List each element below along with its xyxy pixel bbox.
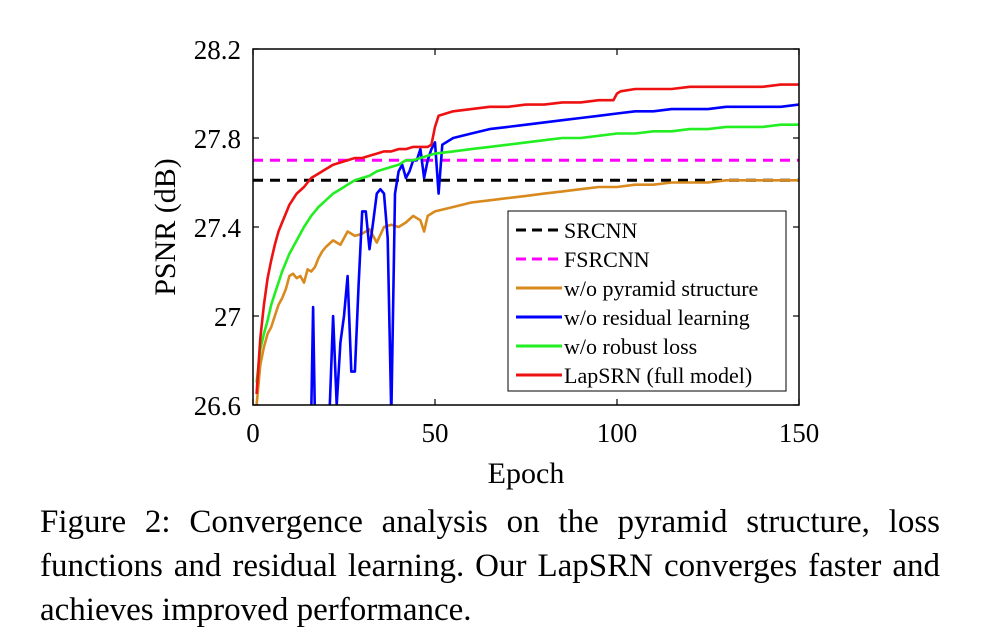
- legend: SRCNN FSRCNN w/o pyramid structure w/o resi…: [507, 210, 787, 392]
- y-tick-label: 27: [214, 302, 241, 332]
- legend-label: LapSRN (full model): [564, 363, 752, 388]
- y-tick-label: 27.8: [194, 124, 241, 154]
- axes-layer: 0 50 100 150 26.6 27 27.4 27.8 28.2: [194, 35, 820, 448]
- y-tick-label: 26.6: [194, 391, 241, 421]
- x-tick-label: 50: [422, 418, 449, 448]
- y-tick-label: 27.4: [194, 213, 242, 243]
- y-axis-label: PSNR (dB): [149, 158, 182, 296]
- series-line-lapsrn-full-model: [255, 83, 799, 394]
- legend-label: w/o robust loss: [564, 334, 697, 359]
- series-layer: [253, 83, 799, 405]
- series-line-w-o-pyramid-structure: [255, 179, 799, 405]
- x-axis-label: Epoch: [488, 457, 565, 490]
- legend-label: w/o pyramid structure: [564, 276, 758, 301]
- legend-label: FSRCNN: [564, 247, 650, 272]
- series-line-w-o-residual-learning: [310, 103, 799, 405]
- y-tick-label: 28.2: [194, 35, 241, 65]
- x-tick-label: 150: [779, 418, 820, 448]
- x-tick-label: 100: [597, 418, 638, 448]
- x-tick-label: 0: [246, 418, 260, 448]
- caption-text: Convergence analysis on the pyramid stru…: [40, 504, 941, 628]
- series-line-w-o-robust-loss: [255, 123, 799, 383]
- figure-caption: Figure 2: Convergence analysis on the py…: [40, 500, 940, 632]
- legend-box: [507, 210, 787, 392]
- psnr-convergence-chart: 0 50 100 150 26.6 27 27.4 27.8 28.2 Epoch PSNR (…: [149, 35, 820, 490]
- legend-label: SRCNN: [564, 218, 637, 243]
- caption-label: Figure 2:: [40, 504, 171, 540]
- legend-label: w/o residual learning: [564, 305, 750, 330]
